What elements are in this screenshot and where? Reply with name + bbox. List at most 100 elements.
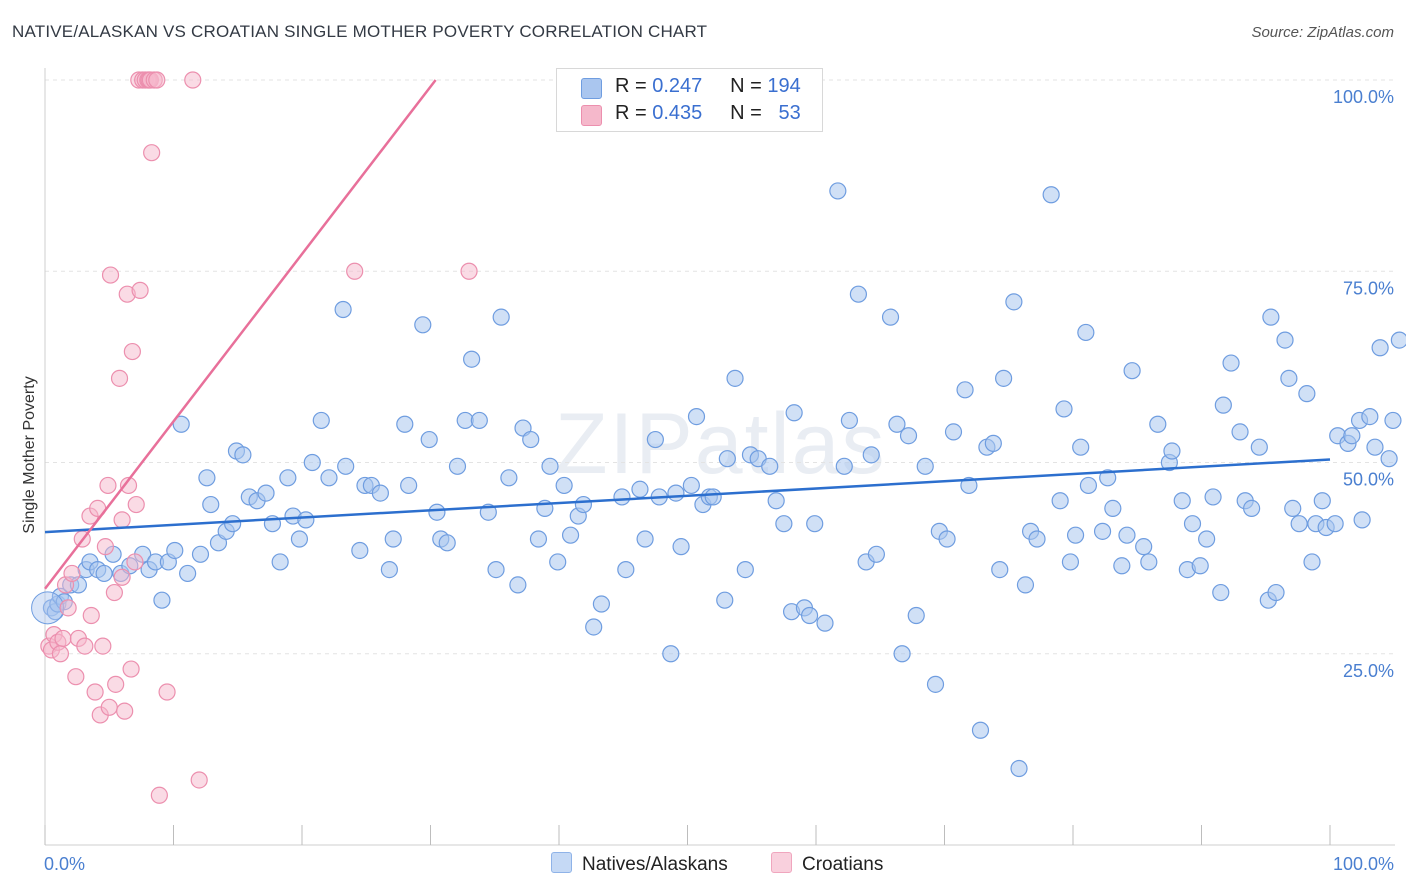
point-natives bbox=[320, 469, 338, 487]
point-natives bbox=[448, 457, 467, 475]
bottom-legend-swatch-pink bbox=[771, 852, 792, 873]
point-natives bbox=[617, 560, 635, 579]
point-croatians bbox=[184, 71, 202, 89]
point-natives bbox=[400, 476, 418, 495]
point-natives bbox=[396, 415, 414, 433]
point-croatians bbox=[54, 629, 72, 648]
point-croatians bbox=[101, 266, 120, 284]
legend-swatch-blue bbox=[581, 78, 602, 99]
trend-line-croatians bbox=[44, 79, 437, 590]
point-natives bbox=[775, 515, 793, 533]
point-natives bbox=[1313, 492, 1331, 510]
point-natives bbox=[636, 530, 654, 548]
point-natives bbox=[1284, 499, 1302, 517]
trend-lines bbox=[44, 79, 1331, 590]
point-natives bbox=[849, 285, 868, 303]
bottom-legend-label-croatians: Croatians bbox=[802, 854, 884, 875]
x-tick-labels: 0.0% 100.0% bbox=[44, 854, 1394, 874]
point-natives bbox=[1118, 526, 1136, 544]
y-tick-label: 25.0% bbox=[1343, 661, 1394, 681]
y-tick-label: 75.0% bbox=[1343, 278, 1394, 298]
point-natives bbox=[726, 369, 744, 387]
correlation-legend: R = 0.247 N = 194 R = 0.435 N = 53 bbox=[556, 68, 823, 132]
point-natives bbox=[767, 492, 785, 510]
legend-r-label: R = bbox=[615, 102, 647, 124]
point-natives bbox=[672, 538, 690, 556]
point-natives bbox=[667, 484, 685, 502]
point-croatians bbox=[190, 771, 208, 789]
point-croatians bbox=[51, 645, 70, 663]
point-natives bbox=[297, 511, 315, 529]
point-natives bbox=[1077, 323, 1095, 342]
point-croatians bbox=[123, 342, 141, 361]
point-natives bbox=[1384, 411, 1402, 430]
point-croatians bbox=[99, 476, 117, 495]
series-croatians bbox=[40, 71, 478, 804]
point-croatians bbox=[143, 144, 161, 162]
point-natives bbox=[1276, 331, 1294, 349]
point-natives bbox=[271, 553, 289, 571]
point-natives bbox=[682, 476, 700, 495]
point-croatians bbox=[131, 281, 149, 299]
point-natives bbox=[500, 469, 518, 487]
point-natives bbox=[179, 564, 197, 583]
source-credit: Source: ZipAtlas.com bbox=[1251, 24, 1394, 41]
point-natives bbox=[835, 457, 853, 475]
point-natives bbox=[716, 591, 734, 609]
point-croatians bbox=[94, 637, 112, 655]
series-natives-alaskans bbox=[31, 182, 1406, 778]
point-natives bbox=[867, 545, 885, 563]
point-natives bbox=[1173, 492, 1191, 510]
point-natives bbox=[428, 503, 446, 521]
point-natives bbox=[463, 350, 481, 368]
point-natives bbox=[816, 614, 834, 632]
legend-r-value-croatians: 0.435 bbox=[652, 102, 703, 124]
point-natives bbox=[1135, 538, 1153, 556]
point-natives bbox=[1113, 557, 1131, 575]
point-natives bbox=[631, 480, 649, 498]
point-natives bbox=[1099, 469, 1117, 487]
y-tick-labels: 25.0% 50.0% 75.0% 100.0% bbox=[1333, 87, 1394, 681]
bottom-legend-croatians: Croatians bbox=[771, 852, 883, 876]
point-natives bbox=[414, 316, 432, 334]
point-natives bbox=[1390, 331, 1406, 349]
point-croatians bbox=[113, 511, 131, 529]
point-natives bbox=[1380, 450, 1398, 468]
legend-n-label: N = bbox=[730, 75, 762, 97]
point-croatians bbox=[150, 786, 168, 804]
point-natives bbox=[1343, 427, 1361, 445]
point-croatians bbox=[126, 553, 144, 571]
point-natives bbox=[1051, 492, 1069, 510]
legend-swatch-pink bbox=[581, 105, 602, 126]
axes bbox=[44, 68, 1395, 846]
point-natives bbox=[1250, 438, 1268, 456]
point-natives bbox=[290, 530, 309, 548]
point-natives bbox=[916, 457, 934, 475]
point-natives bbox=[312, 411, 330, 430]
point-natives bbox=[1183, 515, 1202, 533]
point-natives bbox=[893, 645, 911, 663]
point-croatians bbox=[127, 495, 145, 514]
point-natives bbox=[1231, 423, 1249, 441]
point-natives bbox=[1072, 438, 1090, 456]
point-natives bbox=[907, 606, 925, 625]
point-natives bbox=[1353, 511, 1371, 529]
point-natives bbox=[1267, 583, 1285, 602]
point-natives bbox=[172, 415, 190, 433]
point-natives bbox=[1104, 499, 1122, 517]
y-tick-label: 100.0% bbox=[1333, 87, 1394, 107]
point-natives bbox=[718, 450, 736, 468]
point-natives bbox=[1303, 553, 1321, 571]
point-natives bbox=[1005, 293, 1023, 311]
point-natives bbox=[380, 560, 398, 579]
watermark: ZIPatlas bbox=[555, 396, 887, 492]
point-natives bbox=[926, 675, 945, 693]
point-croatians bbox=[86, 683, 104, 701]
point-natives bbox=[1366, 438, 1384, 456]
point-natives bbox=[224, 515, 242, 533]
point-natives bbox=[1163, 442, 1181, 460]
point-croatians bbox=[96, 538, 114, 556]
point-natives bbox=[704, 488, 722, 506]
point-natives bbox=[687, 408, 706, 426]
point-natives bbox=[561, 526, 580, 544]
